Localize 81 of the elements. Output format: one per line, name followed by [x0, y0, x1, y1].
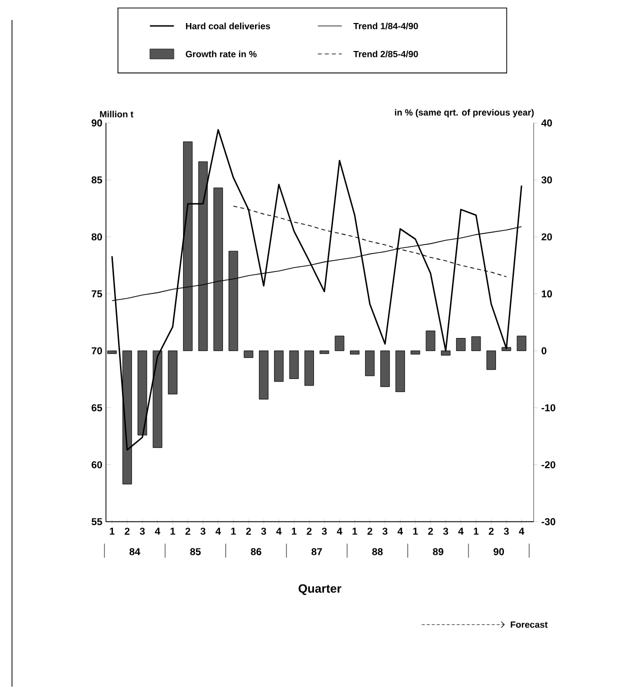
x-tick-label: 1: [292, 528, 297, 535]
bar: [456, 338, 466, 352]
x-tick-label: 4: [398, 528, 404, 535]
y-tick-label: 85: [92, 176, 102, 184]
text: Forecast: [511, 621, 548, 628]
x-tick-label: 4: [337, 528, 342, 535]
bar: [289, 350, 299, 379]
y-tick-label: 80: [92, 233, 102, 240]
x-tick-label: 2: [124, 528, 130, 535]
bar: [320, 350, 330, 354]
x-tick-label: 2: [306, 528, 312, 535]
x-tick-label: 4: [519, 528, 524, 535]
text: 84: [130, 548, 140, 556]
bar: [380, 350, 390, 387]
bar: [516, 336, 526, 352]
legend-label: Trend 1/84-4/90: [354, 22, 418, 30]
bar: [152, 350, 162, 448]
x-tick-label: 1: [231, 528, 236, 535]
text: 87: [312, 548, 322, 556]
y-axis-title: Million t: [100, 110, 134, 118]
x-tick-label: 4: [458, 528, 464, 535]
x-tick-label: 3: [443, 528, 448, 535]
x-tick-label: 2: [246, 528, 252, 535]
legend-label: Growth rate in %: [186, 50, 257, 58]
legend-label: Trend 2/85-4/90: [354, 50, 418, 58]
bar: [486, 350, 496, 370]
y-tick-label: 65: [92, 404, 102, 412]
y2-tick-label: 0: [542, 347, 547, 354]
bar: [350, 350, 360, 354]
y-tick-label: 60: [92, 461, 102, 468]
text: 89: [433, 548, 444, 556]
x-tick-label: 3: [261, 528, 266, 535]
bar: [426, 330, 436, 352]
y2-tick-label: 40: [542, 119, 552, 126]
y2-axis-title: in % (same qrt. of previous year): [395, 109, 534, 118]
y2-tick-label: -20: [542, 461, 556, 468]
x-tick-label: 1: [170, 528, 176, 535]
y-tick-label: 70: [92, 347, 102, 354]
legend-label: Hard coal deliveries: [186, 22, 270, 30]
bar: [259, 350, 269, 400]
y2-tick-label: 30: [542, 176, 552, 184]
x-tick-label: 2: [488, 528, 494, 535]
y2-tick-label: -10: [542, 404, 556, 412]
bar: [396, 350, 406, 392]
x-tick-label: 4: [216, 528, 222, 535]
x-tick-label: 3: [504, 528, 509, 535]
text: 88: [372, 548, 383, 556]
bar: [365, 350, 375, 376]
bar: [274, 350, 284, 382]
bar: [410, 350, 420, 354]
x-tick-label: 3: [140, 528, 145, 535]
bar: [138, 350, 148, 436]
y-tick-label: 75: [92, 290, 102, 298]
x-tick-label: 3: [382, 528, 388, 535]
x-tick-label: 1: [413, 528, 418, 535]
bar: [334, 336, 344, 352]
y2-tick-label: -30: [542, 518, 556, 526]
y-tick-label: 55: [92, 518, 102, 526]
y2-tick-label: 20: [542, 233, 552, 240]
x-tick-label: 3: [322, 528, 327, 535]
text: 86: [251, 548, 262, 556]
x-tick-label: 1: [110, 528, 115, 535]
x-tick-label: 2: [186, 528, 190, 535]
x-tick-label: 4: [276, 528, 282, 535]
x-tick-label: 2: [368, 528, 372, 535]
bar: [471, 336, 481, 352]
x-tick-label: 1: [474, 528, 479, 535]
bar: [441, 350, 451, 356]
y2-tick-label: 10: [542, 290, 552, 298]
text: 85: [190, 548, 201, 556]
x-axis-title: Quarter: [298, 584, 342, 596]
x-tick-label: 3: [200, 528, 206, 535]
x-tick-label: 4: [155, 528, 160, 535]
bar: [244, 350, 254, 358]
bar: [168, 350, 178, 394]
bar: [502, 347, 512, 352]
y-tick-label: 90: [92, 119, 102, 126]
bar: [304, 350, 314, 386]
x-tick-label: 1: [352, 528, 358, 535]
text: 90: [494, 548, 504, 556]
x-tick-label: 2: [428, 528, 434, 535]
